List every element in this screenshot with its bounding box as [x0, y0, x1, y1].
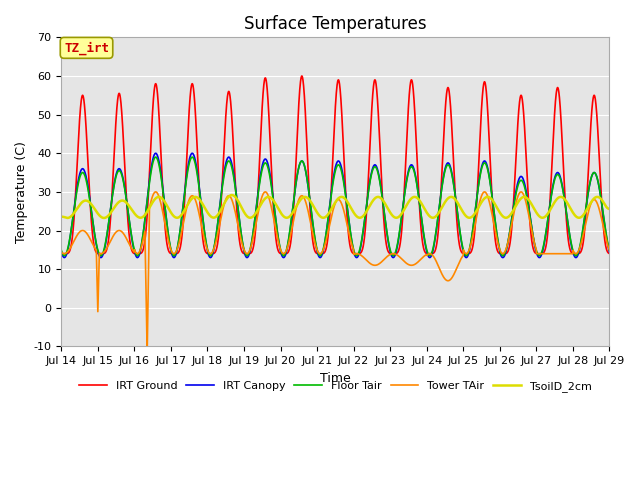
- IRT Canopy: [554, 170, 561, 176]
- Floor Tair: [554, 172, 561, 178]
- IRT Ground: [175, 249, 182, 254]
- IRT Canopy: [399, 206, 406, 212]
- TsoilD_2cm: [211, 215, 218, 220]
- Floor Tair: [211, 241, 218, 247]
- Floor Tair: [605, 247, 613, 252]
- Tower TAir: [517, 189, 525, 195]
- IRT Ground: [58, 251, 65, 256]
- IRT Ground: [605, 251, 613, 256]
- IRT Canopy: [605, 249, 613, 254]
- Title: Surface Temperatures: Surface Temperatures: [244, 15, 427, 33]
- Floor Tair: [152, 154, 159, 160]
- TsoilD_2cm: [389, 213, 397, 219]
- TsoilD_2cm: [605, 206, 613, 212]
- Tower TAir: [605, 247, 613, 252]
- IRT Canopy: [211, 242, 218, 248]
- IRT Canopy: [175, 236, 183, 242]
- Tower TAir: [554, 251, 561, 257]
- IRT Canopy: [389, 255, 397, 261]
- Floor Tair: [389, 253, 397, 259]
- TsoilD_2cm: [554, 195, 561, 201]
- Text: TZ_irt: TZ_irt: [64, 41, 109, 55]
- Floor Tair: [175, 235, 183, 241]
- IRT Ground: [61, 251, 68, 257]
- Line: Tower TAir: Tower TAir: [61, 192, 609, 354]
- Tower TAir: [399, 257, 406, 263]
- Tower TAir: [143, 351, 151, 357]
- Tower TAir: [605, 247, 613, 253]
- IRT Ground: [399, 216, 406, 222]
- Line: IRT Canopy: IRT Canopy: [61, 153, 609, 258]
- TsoilD_2cm: [228, 192, 236, 198]
- Floor Tair: [58, 247, 65, 253]
- Tower TAir: [175, 241, 182, 247]
- Y-axis label: Temperature (C): Temperature (C): [15, 141, 28, 243]
- Line: IRT Ground: IRT Ground: [61, 76, 609, 254]
- TsoilD_2cm: [100, 215, 108, 221]
- IRT Ground: [298, 73, 306, 79]
- Floor Tair: [605, 247, 613, 253]
- IRT Ground: [605, 251, 613, 256]
- TsoilD_2cm: [175, 215, 182, 220]
- Tower TAir: [58, 249, 65, 255]
- Line: Floor Tair: Floor Tair: [61, 157, 609, 256]
- X-axis label: Time: Time: [320, 372, 351, 384]
- IRT Canopy: [61, 255, 68, 261]
- IRT Ground: [554, 84, 561, 90]
- IRT Ground: [211, 250, 218, 256]
- TsoilD_2cm: [605, 206, 613, 212]
- Tower TAir: [211, 244, 218, 250]
- Line: TsoilD_2cm: TsoilD_2cm: [61, 195, 609, 218]
- IRT Canopy: [58, 249, 65, 254]
- IRT Canopy: [152, 150, 159, 156]
- IRT Ground: [389, 251, 397, 257]
- Floor Tair: [61, 253, 68, 259]
- TsoilD_2cm: [58, 214, 65, 219]
- Tower TAir: [389, 251, 397, 257]
- Legend: IRT Ground, IRT Canopy, Floor Tair, Tower TAir, TsoilD_2cm: IRT Ground, IRT Canopy, Floor Tair, Towe…: [75, 377, 596, 396]
- IRT Canopy: [605, 249, 613, 255]
- Floor Tair: [399, 206, 406, 212]
- TsoilD_2cm: [399, 209, 406, 215]
